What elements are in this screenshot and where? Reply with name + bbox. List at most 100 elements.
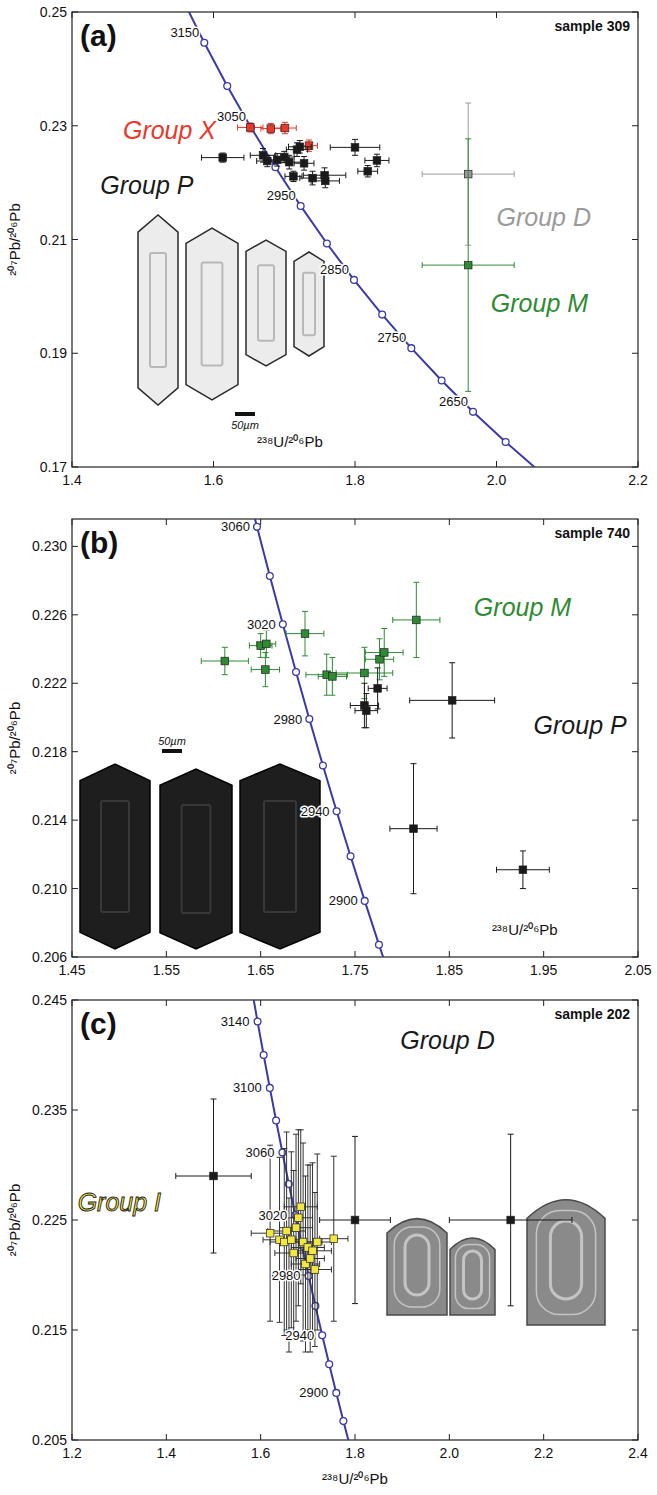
x-error-bar: [410, 697, 495, 703]
data-point: [351, 1216, 359, 1224]
x-tick: [72, 951, 73, 957]
x-tick-label: 1.65: [247, 962, 274, 978]
age-label: 2850: [320, 262, 349, 277]
y-tick: [632, 1220, 638, 1221]
concordia-point: [438, 377, 445, 384]
data-point: [267, 125, 275, 133]
y-error-bar: [268, 123, 274, 133]
data-point: [283, 1227, 291, 1235]
data-point: [292, 1224, 300, 1232]
zircon-image: [240, 764, 320, 949]
x-tick: [638, 461, 639, 467]
zircon-zoning: [550, 1221, 581, 1299]
concordia-point: [279, 621, 286, 628]
data-point: [285, 158, 293, 166]
data-point: [221, 657, 229, 665]
data-point: [464, 261, 472, 269]
y-error-bar: [381, 629, 387, 677]
concordia-point: [333, 1390, 340, 1397]
concordia-point: [333, 808, 340, 815]
y-tick-label: 0.19: [40, 345, 67, 361]
data-point: [330, 1235, 338, 1243]
data-point: [363, 707, 371, 715]
y-error-bar: [301, 156, 307, 170]
age-label: 3140: [221, 1014, 250, 1029]
y-error-bar: [449, 663, 455, 738]
x-tick: [213, 12, 214, 18]
age-label: 3060: [221, 519, 250, 534]
y-error-bar: [508, 1134, 514, 1306]
x-tick-label: 2.0: [440, 1445, 460, 1461]
x-tick: [638, 1000, 639, 1006]
y-error-bar: [352, 1136, 358, 1303]
y-tick: [632, 1000, 638, 1001]
y-tick-label: 0.17: [40, 459, 67, 475]
x-error-bar: [286, 631, 324, 637]
data-point: [410, 825, 418, 833]
age-label: 2650: [439, 394, 468, 409]
x-tick: [638, 1434, 639, 1440]
x-tick: [355, 519, 356, 525]
y-error-bar: [220, 153, 226, 162]
zircon-zoning: [264, 801, 296, 912]
y-error-bar: [290, 171, 296, 181]
zircon-image: [450, 1238, 495, 1315]
y-tick-label: 0.225: [32, 1212, 67, 1228]
panel: 50µm1.41.61.82.02.20.170.190.210.230.253…: [6, 0, 648, 488]
y-error-bar: [302, 611, 308, 655]
y-error-bar: [413, 582, 419, 657]
y-tick: [632, 1330, 638, 1331]
age-label: 2900: [299, 1385, 328, 1400]
data-point: [288, 1236, 296, 1244]
y-tick: [632, 888, 638, 889]
y-tick-label: 0.230: [32, 538, 67, 554]
concordia-point: [279, 1149, 286, 1156]
x-tick: [449, 519, 450, 525]
data-point: [262, 666, 270, 674]
panel-title: sample 202: [555, 1006, 631, 1022]
data-point: [309, 174, 317, 182]
x-tick-label: 1.55: [153, 962, 180, 978]
y-tick: [632, 12, 638, 13]
y-tick: [72, 683, 78, 684]
y-error-bar: [465, 139, 471, 392]
age-label: 2980: [273, 712, 302, 727]
y-tick-label: 0.218: [32, 744, 67, 760]
concordia-point: [224, 83, 231, 90]
x-tick-label: 1.75: [341, 962, 368, 978]
zircon-zoning: [455, 1245, 489, 1309]
data-point: [507, 1216, 515, 1224]
y-tick: [632, 820, 638, 821]
x-tick: [166, 1434, 167, 1440]
x-tick-label: 1.95: [530, 962, 557, 978]
age-label: 2940: [285, 1328, 314, 1343]
y-tick: [72, 1110, 78, 1111]
panel-letter: (b): [80, 526, 118, 559]
y-tick: [72, 957, 78, 958]
y-error-bar: [331, 1156, 337, 1321]
x-tick-label: 1.6: [204, 472, 224, 488]
y-tick: [72, 820, 78, 821]
series: [201, 139, 388, 187]
x-tick-label: 1.4: [157, 1445, 177, 1461]
y-error-bar: [363, 694, 369, 728]
x-error-bar: [330, 144, 380, 150]
figure: 50µm1.41.61.82.02.20.170.190.210.230.253…: [0, 0, 657, 1495]
data-point: [296, 143, 304, 151]
x-error-bar: [318, 673, 346, 679]
zircon-zoning: [464, 1251, 482, 1299]
x-error-bar: [251, 667, 279, 673]
zircon-image: [246, 240, 286, 366]
concordia-point: [306, 716, 313, 723]
x-tick: [543, 519, 544, 525]
concordia-point: [260, 1052, 267, 1059]
concordia-point: [361, 897, 368, 904]
group-label: Group P: [100, 171, 193, 199]
y-tick: [632, 751, 638, 752]
x-error-bar: [390, 826, 437, 832]
group-label: Group M: [491, 289, 588, 317]
y-error-bar: [222, 647, 228, 674]
x-tick: [260, 1434, 261, 1440]
y-error-bar: [352, 139, 358, 155]
x-error-bar: [294, 1248, 332, 1254]
